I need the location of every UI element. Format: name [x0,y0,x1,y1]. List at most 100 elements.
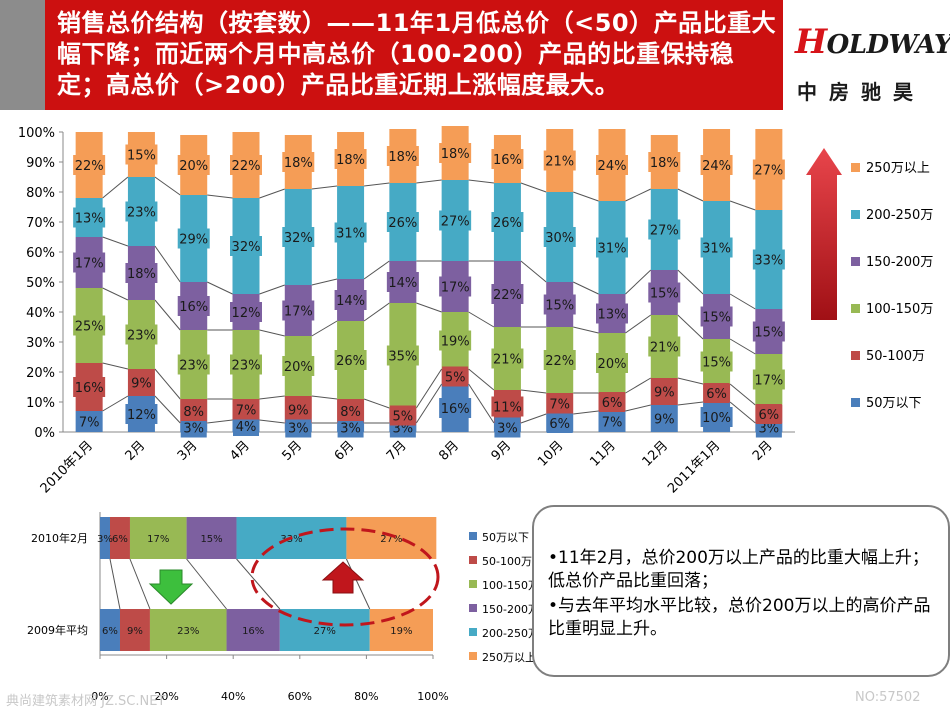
series-connector [109,558,121,610]
series-connector [363,398,390,409]
bar-segment [75,411,103,432]
bar-segment [389,408,417,423]
series-connector [154,395,181,424]
series-connector [416,302,442,313]
data-label: 7% [79,416,100,431]
bar-segment [337,132,365,186]
bar-segment [703,201,731,294]
data-label: 17% [147,534,169,545]
data-label: 32% [284,231,313,246]
legend-label: 200-250万 [482,627,539,640]
bar-segment [100,517,110,559]
data-label-bg [648,282,681,303]
data-label: 10% [702,411,731,426]
legend-label: 50万以下 [866,396,922,411]
series-connector [625,314,652,334]
data-label-bg [599,411,625,432]
data-label: 21% [545,155,574,170]
bar-segment [493,183,521,261]
category-label: 2009年平均 [27,623,88,637]
series-connector [677,269,704,295]
bar-segment [441,261,469,312]
bar-segment [755,210,783,309]
series-connector [236,558,281,610]
y-tick-label: 10% [26,396,55,411]
bar-segment [493,423,521,432]
legend-label: 50-100万 [482,555,532,568]
bar-segment [180,195,208,282]
data-label-bg [546,393,573,414]
data-label-bg [386,345,419,366]
data-label: 18% [650,156,679,171]
y-tick-label: 70% [26,216,55,231]
bar-segment [598,129,626,201]
legend-swatch [851,210,860,219]
bar-segment [149,609,227,651]
data-label: 26% [493,216,522,231]
series-connector [102,395,129,412]
data-label: 11% [493,401,522,416]
data-label-bg [439,276,472,297]
series-connector [520,182,547,193]
bar-segment [755,309,783,354]
data-label-bg [543,150,576,171]
bar-segment [650,315,678,378]
data-label: 17% [75,257,104,272]
data-label: 23% [127,206,156,221]
data-label-bg [389,417,416,438]
legend-swatch [851,257,860,266]
data-label-bg [752,321,785,342]
bar-segment [75,363,103,411]
data-label: 16% [75,381,104,396]
series-connector [186,558,227,610]
data-label-bg [543,350,576,370]
bar-segment [703,129,731,201]
bar-segment [441,384,469,432]
data-label: 15% [702,356,731,371]
series-connector [729,383,756,406]
data-label-bg [491,396,524,417]
data-label: 7% [549,398,570,413]
series-connector [573,410,599,415]
data-label: 24% [598,159,627,174]
bar-segment [236,517,347,559]
bar-segment [129,517,187,559]
data-label-bg [177,228,210,249]
data-label-bg [233,399,259,420]
legend-label: 50-100万 [866,349,925,364]
x-tick-label: 80% [354,690,378,703]
series-connector [207,419,233,424]
series-connector [729,338,756,355]
data-label-bg [73,377,106,397]
data-label: 22% [545,354,574,369]
data-label-bg [755,404,782,424]
bar-segment [232,294,260,330]
data-label: 26% [388,216,417,231]
data-label-bg [125,324,158,345]
data-label: 3% [97,534,113,545]
bar-segment [546,192,574,282]
data-label: 6% [102,626,118,637]
series-connector [573,326,599,334]
data-label-bg [125,201,158,222]
bar-segment [493,261,521,327]
data-label: 26% [336,354,365,369]
data-label: 6% [759,408,780,423]
data-label: 14% [336,294,365,309]
data-label: 27% [754,164,783,179]
x-tick-label: 12月 [640,438,671,469]
bar-segment [389,423,417,432]
data-label: 18% [284,156,313,171]
legend-label: 50万以下 [482,531,529,544]
data-label-bg [337,401,364,421]
series-connector [363,260,390,280]
legend-swatch [851,351,860,360]
bar-segment [180,330,208,399]
bar-segment [546,393,574,414]
data-label-bg [334,350,367,370]
data-label-bg [285,417,312,438]
bar-segment [598,201,626,294]
data-label: 9% [288,404,309,419]
series-connector [259,284,285,295]
bar-segment [650,189,678,270]
